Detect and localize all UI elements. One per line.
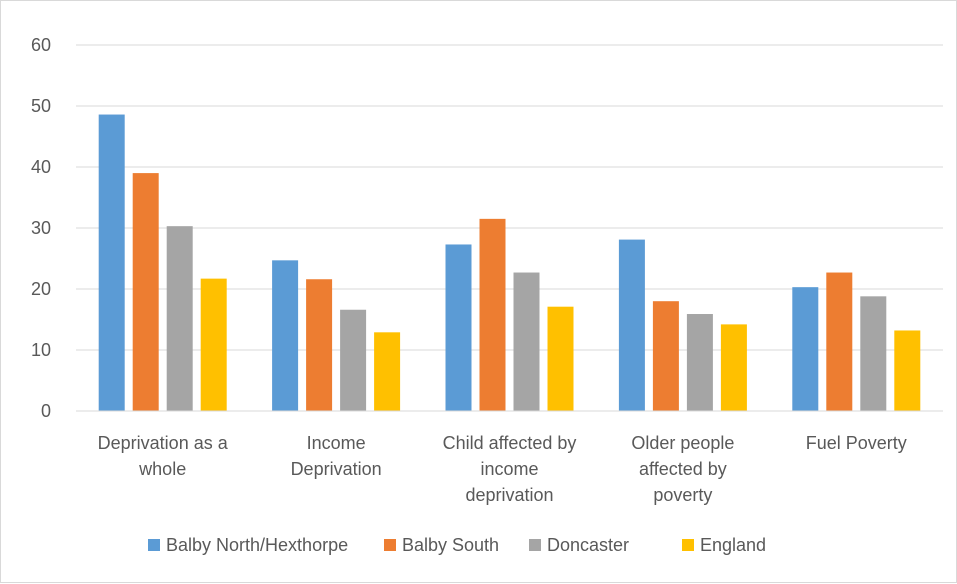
category-label-4-line-0: Fuel Poverty xyxy=(806,433,907,453)
bar-balby-north-hexthorpe-3 xyxy=(618,239,645,411)
y-axis-tick-labels: 0 10 20 30 40 50 60 xyxy=(31,35,51,421)
category-label-2-line-0: Child affected by xyxy=(443,433,577,453)
category-label-0-line-0: Deprivation as a xyxy=(98,433,229,453)
bar-doncaster-3 xyxy=(686,314,713,411)
category-labels: Deprivation as a whole Income Deprivation Ch… xyxy=(98,433,907,505)
category-label-0-line-1: whole xyxy=(138,459,186,479)
bar-balby-north-hexthorpe-1 xyxy=(272,260,299,411)
bar-england-3 xyxy=(720,324,747,411)
category-label-2-line-1: income xyxy=(480,459,538,479)
category-label-0: Deprivation as a whole xyxy=(98,433,229,479)
y-tick-label-60: 60 xyxy=(31,35,51,55)
legend-label-3: England xyxy=(700,535,766,555)
legend-label-0: Balby North/Hexthorpe xyxy=(166,535,348,555)
y-tick-label-20: 20 xyxy=(31,279,51,299)
bar-doncaster-0 xyxy=(166,226,193,411)
category-label-3-line-2: poverty xyxy=(653,485,712,505)
category-label-3-line-0: Older people xyxy=(631,433,734,453)
category-label-1-line-1: Deprivation xyxy=(291,459,382,479)
bar-balby-south-4 xyxy=(826,272,853,411)
bar-balby-south-0 xyxy=(132,173,159,411)
bar-balby-south-3 xyxy=(652,301,679,411)
bar-england-4 xyxy=(894,330,921,411)
bar-doncaster-4 xyxy=(860,296,887,411)
legend-label-1: Balby South xyxy=(402,535,499,555)
legend-swatch-1 xyxy=(384,539,396,551)
bar-balby-north-hexthorpe-4 xyxy=(792,287,819,411)
category-label-4: Fuel Poverty xyxy=(806,433,907,453)
y-tick-label-10: 10 xyxy=(31,340,51,360)
category-label-1-line-0: Income xyxy=(307,433,366,453)
legend-swatch-2 xyxy=(529,539,541,551)
bar-england-0 xyxy=(200,278,227,411)
y-tick-label-40: 40 xyxy=(31,157,51,177)
category-label-2-line-2: deprivation xyxy=(465,485,553,505)
legend-swatch-3 xyxy=(682,539,694,551)
bar-england-1 xyxy=(374,332,401,411)
category-label-1: Income Deprivation xyxy=(291,433,382,479)
y-tick-label-0: 0 xyxy=(41,401,51,421)
category-label-2: Child affected by income deprivation xyxy=(443,433,577,505)
bar-balby-north-hexthorpe-2 xyxy=(445,244,472,411)
legend: Balby North/Hexthorpe Balby South Doncaste… xyxy=(148,535,766,555)
category-label-3-line-1: affected by xyxy=(639,459,727,479)
bar-balby-south-1 xyxy=(306,279,333,411)
legend-label-2: Doncaster xyxy=(547,535,629,555)
bar-balby-south-2 xyxy=(479,218,506,411)
bar-england-2 xyxy=(547,306,574,411)
bars xyxy=(98,114,921,411)
legend-swatch-0 xyxy=(148,539,160,551)
bar-doncaster-2 xyxy=(513,272,540,411)
bar-balby-north-hexthorpe-0 xyxy=(98,114,125,411)
category-label-3: Older people affected by poverty xyxy=(631,433,734,505)
y-tick-label-50: 50 xyxy=(31,96,51,116)
y-tick-label-30: 30 xyxy=(31,218,51,238)
bar-doncaster-1 xyxy=(340,309,367,411)
